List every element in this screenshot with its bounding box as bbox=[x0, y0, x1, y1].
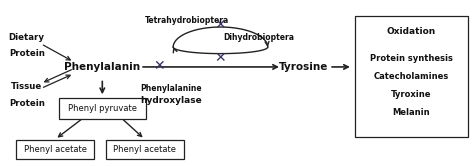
Text: Melanin: Melanin bbox=[392, 108, 430, 117]
Text: ✕: ✕ bbox=[215, 18, 226, 32]
Text: Catecholamines: Catecholamines bbox=[374, 72, 449, 81]
FancyBboxPatch shape bbox=[59, 98, 146, 119]
Text: Phenyl pyruvate: Phenyl pyruvate bbox=[68, 104, 137, 113]
Text: Tyrosine: Tyrosine bbox=[279, 62, 328, 72]
FancyBboxPatch shape bbox=[106, 140, 184, 159]
Text: Phenylalanin: Phenylalanin bbox=[64, 62, 140, 72]
Text: Tetrahydrobioptera: Tetrahydrobioptera bbox=[145, 16, 229, 25]
Text: Phenylalanine: Phenylalanine bbox=[140, 84, 201, 93]
Text: hydroxylase: hydroxylase bbox=[140, 96, 202, 105]
Text: Protein synthesis: Protein synthesis bbox=[370, 54, 453, 63]
Text: ✕: ✕ bbox=[215, 51, 226, 65]
Text: Tyroxine: Tyroxine bbox=[391, 90, 432, 99]
Text: Oxidation: Oxidation bbox=[387, 27, 436, 36]
FancyBboxPatch shape bbox=[16, 140, 94, 159]
Text: ✕: ✕ bbox=[153, 59, 165, 73]
Text: Dihydrobioptera: Dihydrobioptera bbox=[223, 33, 294, 42]
Text: Protein: Protein bbox=[9, 99, 45, 108]
Text: Dietary: Dietary bbox=[9, 33, 45, 42]
Text: Tissue: Tissue bbox=[11, 82, 42, 91]
Text: Phenyl acetate: Phenyl acetate bbox=[113, 145, 176, 154]
FancyBboxPatch shape bbox=[355, 16, 468, 137]
Text: Phenyl acetate: Phenyl acetate bbox=[24, 145, 87, 154]
Text: Protein: Protein bbox=[9, 49, 45, 58]
